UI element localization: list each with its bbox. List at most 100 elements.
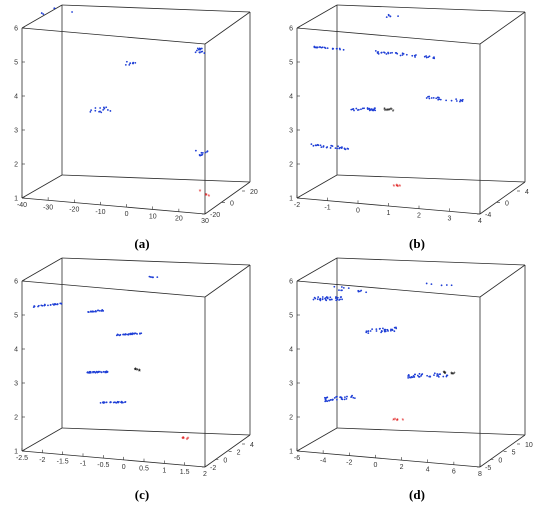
data-point (331, 399, 334, 401)
data-point (326, 47, 329, 50)
data-point (126, 333, 129, 336)
data-point (383, 330, 386, 333)
data-point (87, 371, 90, 374)
data-point (361, 107, 364, 110)
data-point (99, 110, 101, 113)
z-tick-label: 1 (14, 449, 18, 456)
y-tick-label: -2 (210, 465, 216, 472)
data-point (334, 297, 337, 300)
box-edge (21, 450, 206, 468)
x-tick-label: -2 (39, 457, 45, 464)
box-edge (61, 174, 251, 183)
data-point (370, 108, 373, 110)
data-point (310, 143, 313, 146)
z-tick-label: 3 (289, 381, 293, 388)
z-tick-label: 4 (14, 347, 18, 354)
data-point: * (396, 418, 399, 425)
data-point (391, 51, 393, 54)
x-tick-label: 0 (122, 464, 126, 471)
x-tick-label: -40 (17, 202, 27, 209)
data-point: * (392, 109, 395, 116)
data-point (331, 47, 334, 50)
box-edge (296, 174, 338, 199)
data-point (365, 330, 368, 333)
box-edge (21, 197, 206, 215)
x-tick-label: 0.5 (139, 466, 149, 473)
x-tick-label: 0 (373, 462, 377, 469)
y-tick-label: 0 (230, 201, 234, 208)
data-point (321, 296, 324, 298)
data-point (442, 375, 445, 378)
data-point (416, 374, 419, 377)
data-point: * (136, 368, 139, 375)
data-point (430, 283, 433, 286)
data-point: * (392, 184, 395, 191)
data-point (54, 302, 57, 305)
data-point (99, 401, 102, 404)
data-point (428, 97, 431, 100)
data-point (375, 328, 378, 331)
data-point (94, 310, 97, 313)
data-point (321, 298, 324, 300)
data-point (350, 396, 353, 399)
data-point (455, 98, 458, 101)
data-point (109, 110, 112, 112)
data-point (387, 330, 389, 332)
box-edge (479, 11, 526, 45)
data-point (455, 100, 458, 102)
data-point (100, 111, 103, 114)
data-point (445, 99, 448, 102)
x-tick-label: 4 (426, 466, 430, 473)
data-point (428, 375, 431, 378)
data-point (333, 285, 336, 288)
y-tick-label: 0 (498, 457, 502, 464)
data-point (136, 333, 138, 335)
axes-box: 1 2 3 4 5 6 -6 -4 -2 0 2 4 6 8-5 0 5 10 (289, 257, 533, 478)
data-point (104, 370, 107, 373)
data-point (312, 298, 315, 301)
series-2: ***** (392, 184, 401, 192)
box-edge (21, 27, 206, 45)
z-tick-label: 1 (289, 449, 293, 456)
data-point (320, 146, 323, 149)
z-tick-label: 6 (289, 279, 293, 286)
data-point (393, 326, 396, 329)
data-point (394, 52, 397, 54)
data-point (365, 291, 368, 294)
data-point (321, 46, 324, 49)
data-point (338, 47, 341, 50)
data-point (122, 333, 124, 336)
data-point (195, 49, 198, 52)
data-point (435, 97, 438, 100)
data-point (319, 46, 321, 49)
box-edge (296, 27, 481, 45)
data-point (201, 152, 204, 154)
data-point: * (199, 189, 202, 196)
data-point (124, 333, 127, 335)
box-edge (296, 427, 338, 452)
data-point (102, 370, 105, 373)
box-edge (336, 174, 526, 183)
data-point (380, 331, 383, 334)
x-tick-label: 1 (162, 467, 166, 474)
data-point (98, 309, 101, 312)
data-point: * (389, 108, 392, 115)
panel-c: 1 2 3 4 5 6 -2.5 -2 -1.5 -1 -0.5 0 0.5 1 1.5 2 -2 0 2 4 * * * *… (0, 253, 275, 486)
data-point (380, 330, 383, 332)
box-edge (21, 280, 206, 298)
data-point (450, 284, 453, 287)
data-point (445, 284, 448, 286)
data-point (437, 375, 440, 378)
data-point (377, 52, 380, 55)
z-tick-label: 3 (289, 128, 293, 135)
data-point (60, 302, 63, 305)
data-point (324, 398, 327, 401)
data-point (341, 146, 343, 149)
data-point (316, 143, 319, 146)
data-point (40, 304, 43, 307)
data-point (339, 298, 341, 301)
data-point (156, 276, 159, 279)
data-point (335, 395, 338, 398)
data-point (100, 371, 103, 374)
